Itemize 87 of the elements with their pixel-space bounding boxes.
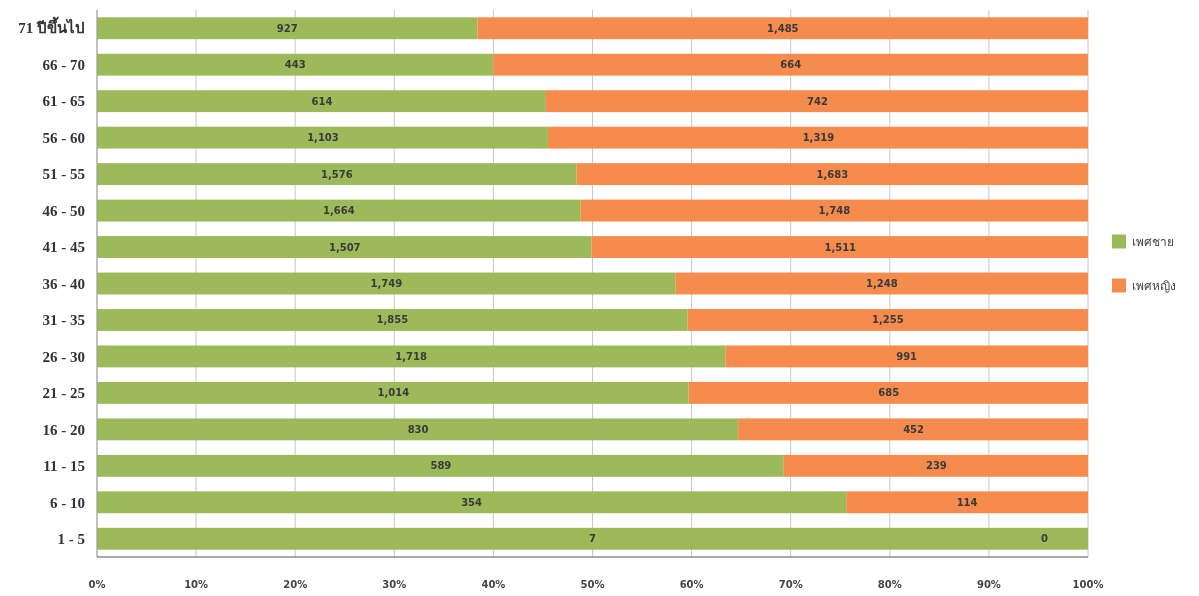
bar	[97, 17, 478, 40]
annotation: 1,507	[328, 241, 361, 253]
annotation: 830	[407, 423, 429, 435]
annotation: 1,511	[824, 241, 857, 253]
annotation: 1,485	[766, 22, 799, 34]
x-tick-label: 60%	[679, 579, 704, 590]
bar	[97, 491, 847, 514]
x-tick-label: 10%	[184, 579, 209, 590]
bar	[477, 17, 1088, 40]
bar	[580, 199, 1088, 222]
x-tick-label: 50%	[580, 579, 605, 590]
bar	[97, 345, 726, 368]
bar	[783, 454, 1088, 477]
annotation: 1,683	[816, 168, 849, 180]
x-tick-label: 80%	[877, 579, 902, 590]
annotation: 685	[878, 387, 900, 399]
x-tick-label: 90%	[976, 579, 1001, 590]
annotation: 1,576	[321, 168, 353, 180]
x-tick-label: 40%	[481, 579, 506, 590]
annotation: 1,255	[872, 314, 904, 326]
bar	[97, 53, 494, 76]
bar	[688, 381, 1088, 404]
y-tick-label: 6 - 10	[50, 494, 85, 511]
annotation: 614	[311, 95, 333, 107]
annotation: 1,319	[802, 132, 835, 144]
annotation: 114	[956, 496, 978, 508]
y-tick-label: 41 - 45	[42, 239, 85, 256]
y-tick-label: 21 - 25	[42, 385, 85, 402]
x-tick-label: 0%	[88, 579, 106, 590]
annotation: 1,855	[376, 314, 409, 326]
bar	[725, 345, 1088, 368]
legend-label: เพศหญิง	[1132, 278, 1176, 293]
bar	[97, 309, 688, 331]
x-tick-label: 100%	[1072, 579, 1104, 590]
bar	[97, 454, 784, 477]
annotation: 1,748	[818, 205, 851, 217]
legend-label: เพศชาย	[1132, 234, 1174, 249]
bar	[97, 381, 689, 404]
annotation: 452	[903, 423, 925, 435]
annotation: 1,248	[866, 278, 898, 289]
annotation: 927	[276, 22, 298, 34]
bar	[576, 163, 1088, 186]
bar	[545, 90, 1088, 113]
y-tick-label: 61 - 65	[42, 93, 85, 110]
x-tick-label: 20%	[283, 579, 308, 590]
annotation: 742	[807, 95, 828, 107]
annotation: 1,014	[377, 387, 410, 399]
annotation: 239	[925, 460, 947, 472]
annotation: 664	[780, 59, 802, 71]
annotation: 1,749	[370, 278, 403, 289]
bar	[97, 236, 592, 258]
bar	[493, 53, 1088, 76]
bar	[97, 163, 577, 186]
annotation: 354	[461, 496, 483, 508]
annotation: 1,718	[395, 350, 427, 362]
bar	[675, 272, 1088, 295]
bar	[547, 126, 1088, 149]
y-tick-label: 16 - 20	[42, 421, 85, 438]
annotation: 589	[430, 460, 452, 472]
bar	[591, 236, 1088, 258]
y-tick-label: 1 - 5	[57, 531, 85, 548]
bar	[687, 309, 1088, 331]
y-tick-label: 46 - 50	[42, 202, 85, 219]
bar	[97, 272, 676, 295]
bar	[97, 199, 581, 222]
y-tick-label: 11 - 15	[43, 458, 85, 475]
x-tick-label: 70%	[778, 579, 803, 590]
bar	[846, 491, 1088, 514]
bar	[97, 90, 546, 113]
bar	[97, 527, 1088, 550]
annotation: 1,103	[307, 132, 339, 144]
annotation: 1,664	[322, 205, 355, 217]
annotation: 443	[284, 59, 306, 71]
annotation: 991	[896, 350, 918, 362]
x-tick-label: 30%	[382, 579, 407, 590]
bar	[97, 418, 739, 441]
y-tick-label: 36 - 40	[42, 275, 85, 292]
y-tick-label: 71 ปีขึ้นไป	[18, 16, 85, 37]
bar	[738, 418, 1088, 441]
annotation: 0	[1040, 533, 1048, 545]
y-tick-label: 66 - 70	[42, 56, 85, 73]
annotation: 7	[589, 533, 597, 545]
y-tick-label: 26 - 30	[42, 348, 85, 365]
y-tick-label: 56 - 60	[42, 129, 85, 146]
y-tick-label: 31 - 35	[42, 312, 85, 329]
y-tick-label: 51 - 55	[42, 166, 85, 183]
bar	[97, 126, 548, 149]
